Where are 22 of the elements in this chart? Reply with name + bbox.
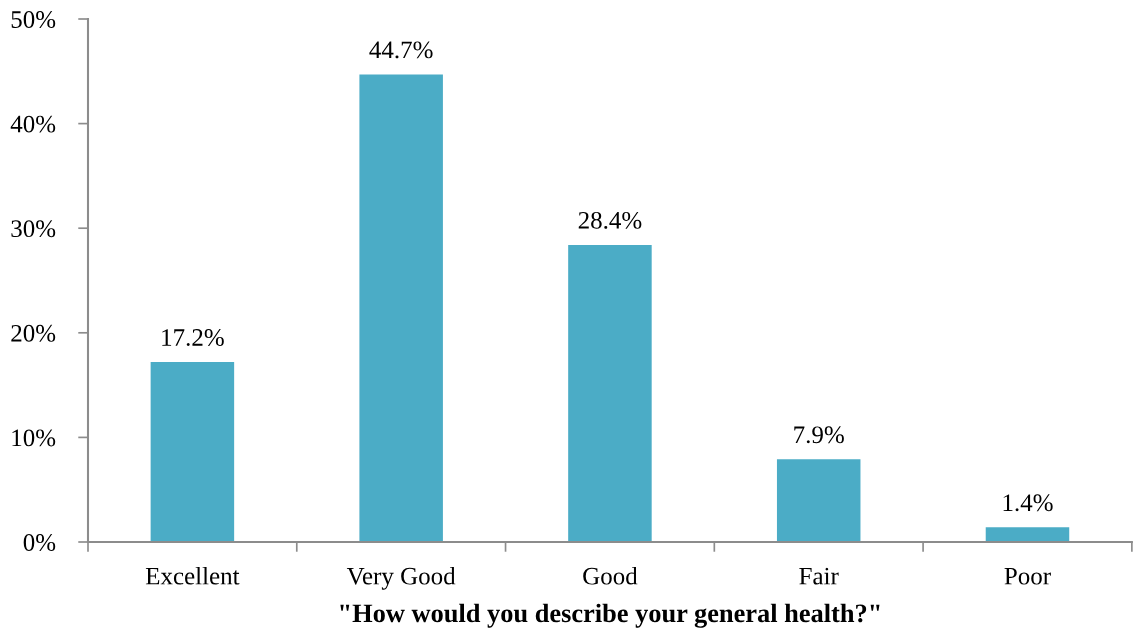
x-axis-title: "How would you describe your general health?" xyxy=(340,603,880,628)
x-tick-label: Very Good xyxy=(346,567,456,590)
bar xyxy=(359,74,443,542)
data-label: 17.2% xyxy=(162,329,224,347)
data-label: 28.4% xyxy=(578,211,642,229)
bar xyxy=(150,362,235,542)
y-tick-label: 50% xyxy=(11,11,56,28)
y-tick-label: 10% xyxy=(12,429,56,447)
bar xyxy=(985,527,1070,542)
data-label: 7.9% xyxy=(794,426,844,444)
bar xyxy=(568,244,652,542)
data-label: 44.7% xyxy=(369,41,433,59)
data-label: 1.4% xyxy=(1003,494,1053,512)
x-tick-label: Excellent xyxy=(145,567,240,585)
x-tick-label: Poor xyxy=(1004,567,1051,585)
y-tick-label: 40% xyxy=(10,115,56,133)
x-tick-label: Fair xyxy=(799,567,839,585)
bar xyxy=(776,459,861,542)
y-tick-label: 0% xyxy=(23,534,56,551)
x-tick-label: Good xyxy=(583,567,638,585)
y-tick-label: 20% xyxy=(11,324,56,342)
y-tick-label: 30% xyxy=(11,220,56,238)
